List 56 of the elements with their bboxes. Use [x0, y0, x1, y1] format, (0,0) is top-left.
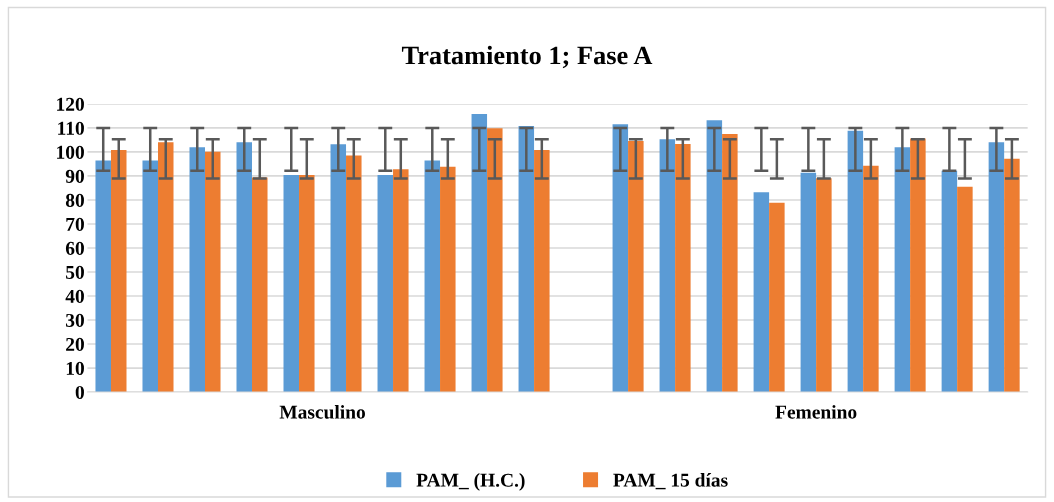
bar	[769, 202, 785, 393]
text: Masculino	[279, 405, 365, 419]
y-tick-label: 110	[58, 121, 84, 135]
bar	[283, 174, 300, 393]
legend-label: PAM_ 15 días	[613, 473, 728, 490]
bar	[346, 155, 362, 393]
bar	[205, 151, 221, 393]
y-tick-label: 70	[66, 217, 84, 231]
y-tick-label: 50	[66, 265, 84, 279]
y-tick-label: 100	[57, 145, 84, 159]
bar	[941, 170, 958, 393]
bar	[957, 186, 973, 393]
bar	[440, 166, 456, 393]
bar	[518, 126, 535, 393]
bar	[142, 160, 158, 393]
y-tick-label: 0	[75, 385, 84, 399]
bar	[487, 128, 503, 393]
y-tick-label: 20	[66, 337, 84, 351]
y-tick-label: 10	[66, 361, 84, 375]
bar	[157, 142, 174, 393]
bar	[189, 147, 205, 393]
bar	[753, 192, 770, 393]
bar	[424, 160, 441, 393]
bar	[612, 124, 629, 393]
bar	[675, 144, 691, 393]
bar	[110, 150, 127, 393]
bar	[800, 172, 817, 393]
bar	[330, 144, 347, 393]
bar	[628, 140, 644, 393]
bar	[95, 160, 111, 393]
y-tick-label: 40	[65, 289, 84, 303]
bar	[706, 120, 723, 393]
bar	[847, 130, 864, 393]
bar	[659, 139, 676, 393]
y-tick-label: 30	[65, 313, 84, 327]
bar	[377, 174, 394, 393]
y-tick-label: 60	[65, 241, 84, 255]
bar	[252, 177, 268, 393]
bar	[393, 169, 409, 393]
bar	[1004, 158, 1020, 393]
bar	[863, 165, 879, 393]
legend-label: PAM_ (H.C.)	[416, 473, 525, 491]
bar	[988, 142, 1005, 393]
bar	[722, 133, 738, 393]
y-tick-label: 80	[65, 193, 84, 207]
chart-title: Tratamiento 1; Fase A	[401, 45, 653, 69]
bar	[910, 138, 926, 393]
bar	[816, 178, 832, 393]
bar	[299, 174, 315, 393]
text: Femenino	[775, 405, 857, 419]
bar	[471, 114, 488, 393]
y-tick-label: 120	[57, 97, 84, 111]
bar	[534, 150, 550, 393]
bar	[894, 147, 911, 393]
bar	[236, 142, 253, 393]
y-tick-label: 90	[65, 169, 84, 183]
